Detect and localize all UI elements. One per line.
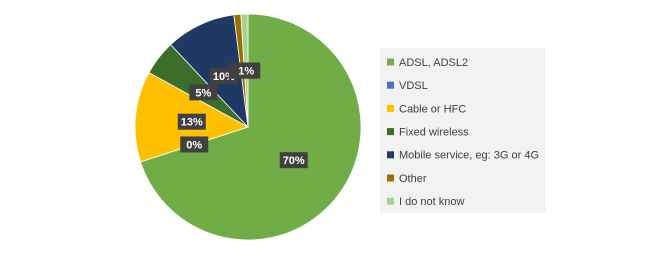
- legend-swatch: [387, 81, 394, 89]
- data-label: 0%: [186, 139, 202, 151]
- legend-label: Other: [399, 173, 427, 185]
- legend-label: Cable or HFC: [399, 103, 466, 115]
- pie-slice: [140, 13, 362, 241]
- legend-label: I do not know: [399, 196, 464, 208]
- legend-swatch: [387, 197, 394, 205]
- legend-box: [380, 48, 546, 213]
- legend-swatch: [387, 174, 394, 182]
- data-label-box: [279, 152, 308, 169]
- data-label-box: [232, 62, 261, 79]
- legend-label: VDSL: [399, 80, 428, 92]
- legend-label: Mobile service, eg: 3G or 4G: [399, 150, 539, 162]
- legend-swatch: [387, 128, 394, 136]
- pie-slice: [170, 14, 249, 129]
- data-label: 70%: [283, 155, 305, 167]
- legend-label: ADSL, ADSL2: [399, 57, 468, 69]
- data-label: 5%: [195, 87, 211, 99]
- legend-swatch: [387, 104, 394, 112]
- data-label-box: [189, 84, 218, 101]
- data-label: 13%: [181, 117, 203, 129]
- data-label-box: [177, 113, 206, 130]
- legend-label: Fixed wireless: [399, 127, 469, 139]
- data-label-box: [180, 136, 209, 153]
- legend-swatch: [387, 58, 394, 66]
- legend-swatch: [387, 151, 394, 159]
- data-label: 1%: [238, 65, 254, 77]
